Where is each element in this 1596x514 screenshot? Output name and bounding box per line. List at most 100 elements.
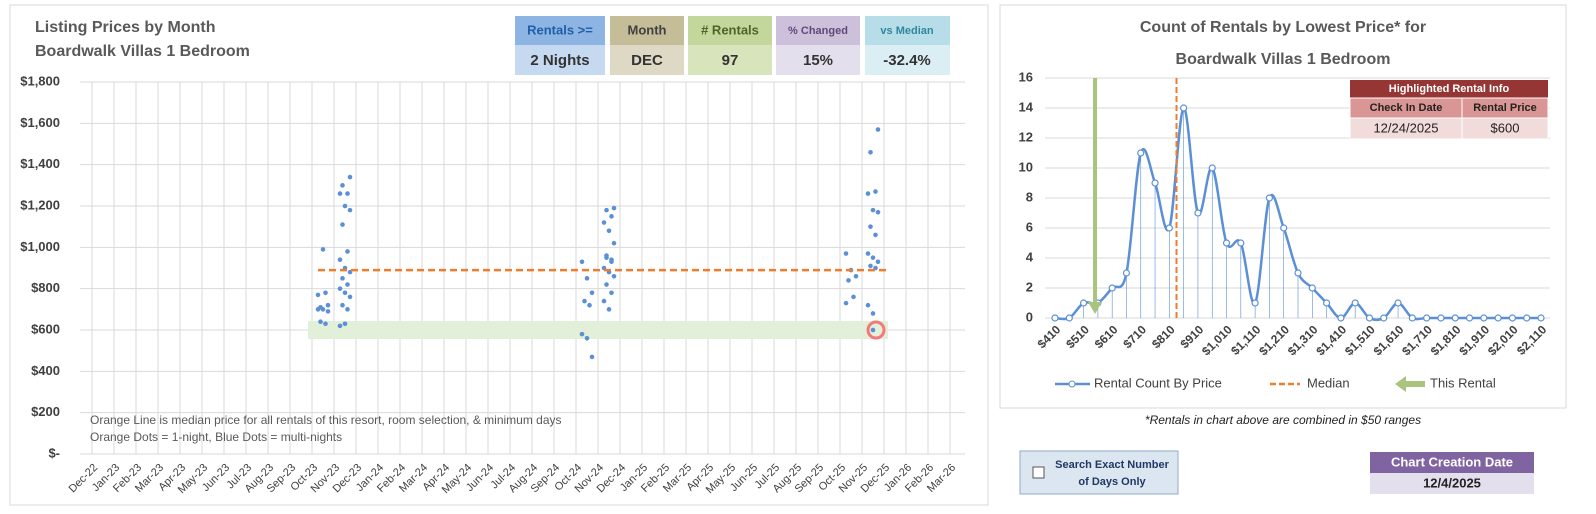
point-marker: [1151, 179, 1159, 187]
price-dot: [865, 302, 871, 308]
price-dot: [579, 259, 585, 265]
exact-days-checkbox[interactable]: Search Exact Number of Days Only: [1019, 450, 1179, 495]
point-marker: [1394, 299, 1402, 307]
price-dot: [337, 191, 343, 196]
kpi-header: [776, 16, 860, 45]
point-marker: [1337, 314, 1345, 322]
point-marker: [1465, 314, 1474, 322]
price-dot: [865, 191, 871, 196]
legend-arrow: [1395, 376, 1425, 392]
chart-title: Listing Prices by Month: [35, 19, 215, 36]
checkbox-label[interactable]: of Days Only: [1078, 476, 1146, 488]
kpi-value: [610, 45, 684, 75]
kpi-value: [865, 45, 950, 75]
highlight-band: [308, 321, 888, 339]
price-dot: [870, 311, 876, 316]
price-dot: [843, 300, 849, 306]
kpi-header: [610, 16, 684, 45]
chart-subtitle: Boardwalk Villas 1 Bedroom: [35, 43, 250, 60]
price-dot: [325, 302, 331, 308]
price-dot: [347, 294, 353, 300]
point-marker: [1537, 314, 1545, 322]
price-dot: [606, 228, 612, 234]
price-dot: [875, 259, 881, 265]
y-tick-label: $800: [31, 280, 60, 295]
price-dot: [345, 307, 350, 312]
price-dot: [584, 335, 590, 341]
kpi-text: 15%: [803, 52, 833, 69]
price-dot: [611, 273, 617, 279]
checkbox[interactable]: [1032, 466, 1045, 479]
y-tick-label: 0: [1026, 309, 1033, 324]
price-dot: [318, 319, 323, 325]
point-marker: [1137, 149, 1145, 157]
price-dot: [853, 273, 859, 279]
y-tick-label: 8: [1026, 189, 1033, 204]
price-dot: [320, 247, 326, 252]
annotation: Orange Line is median price for all rent…: [90, 413, 562, 427]
point-marker: [1222, 239, 1231, 247]
price-dot: [868, 224, 873, 229]
table-column: Check In Date: [1370, 102, 1443, 114]
table-cell: [1461, 117, 1549, 140]
date-text: 12/4/2025: [1423, 475, 1481, 490]
point-marker: [1165, 224, 1173, 232]
y-tick-label: 4: [1026, 249, 1034, 264]
price-dot: [868, 263, 873, 269]
price-dot: [865, 251, 871, 256]
y-tick-label: $1,200: [20, 197, 60, 212]
price-dot: [589, 354, 595, 360]
price-dot: [870, 327, 876, 333]
legend-label: This Rental: [1430, 375, 1496, 390]
point-marker: [1251, 299, 1259, 307]
table-title: Highlighted Rental Info: [1389, 83, 1510, 95]
price-dot: [323, 321, 328, 327]
point-marker: [1208, 164, 1216, 172]
point-marker: [1051, 314, 1059, 322]
price-dot: [604, 253, 609, 258]
point-marker: [1108, 284, 1116, 292]
point-marker: [1237, 239, 1245, 247]
price-dot: [337, 257, 343, 263]
kpi-text: 97: [722, 52, 739, 69]
price-dot: [873, 232, 878, 238]
price-dot: [345, 249, 350, 254]
checkbox-label[interactable]: Search Exact Number: [1055, 459, 1169, 471]
price-dot: [347, 174, 353, 180]
y-tick-label: $1,800: [20, 73, 60, 88]
price-dot: [875, 127, 881, 132]
y-tick-label: 14: [1019, 99, 1034, 114]
price-dot: [315, 292, 321, 298]
y-tick-label: 12: [1019, 129, 1033, 144]
price-dot: [851, 294, 856, 300]
checkbox-panel[interactable]: [1019, 450, 1179, 495]
kpi-label: Rentals >=: [527, 22, 593, 37]
price-dot: [875, 209, 881, 215]
price-dot: [604, 282, 609, 287]
price-dot: [611, 205, 617, 211]
price-dot: [609, 257, 614, 263]
price-dot: [320, 307, 326, 312]
y-tick-label: $600: [31, 321, 60, 336]
point-marker: [1180, 104, 1188, 112]
price-dot: [606, 307, 612, 312]
price-dot: [870, 207, 876, 213]
point-marker: [1451, 314, 1459, 322]
highlight-table: Highlighted Rental Info Check In Date Re…: [1349, 80, 1549, 140]
point-marker: [1365, 314, 1374, 322]
price-dot: [604, 207, 609, 213]
kpi-text: DEC: [631, 52, 663, 69]
y-tick-label: $1,000: [20, 239, 60, 254]
point-marker: [1194, 209, 1202, 217]
point-marker: [1351, 299, 1359, 307]
kpi-header: [688, 16, 772, 45]
kpi-label: % Changed: [788, 25, 848, 37]
price-dot: [846, 278, 851, 283]
price-dot: [345, 191, 350, 196]
kpi-value: [688, 45, 772, 75]
price-dot: [337, 323, 343, 329]
legend-label: Rental Count By Price: [1094, 375, 1222, 390]
point-marker: [1437, 314, 1445, 322]
price-dot: [589, 290, 595, 296]
y-tick-label: $1,600: [20, 115, 60, 130]
